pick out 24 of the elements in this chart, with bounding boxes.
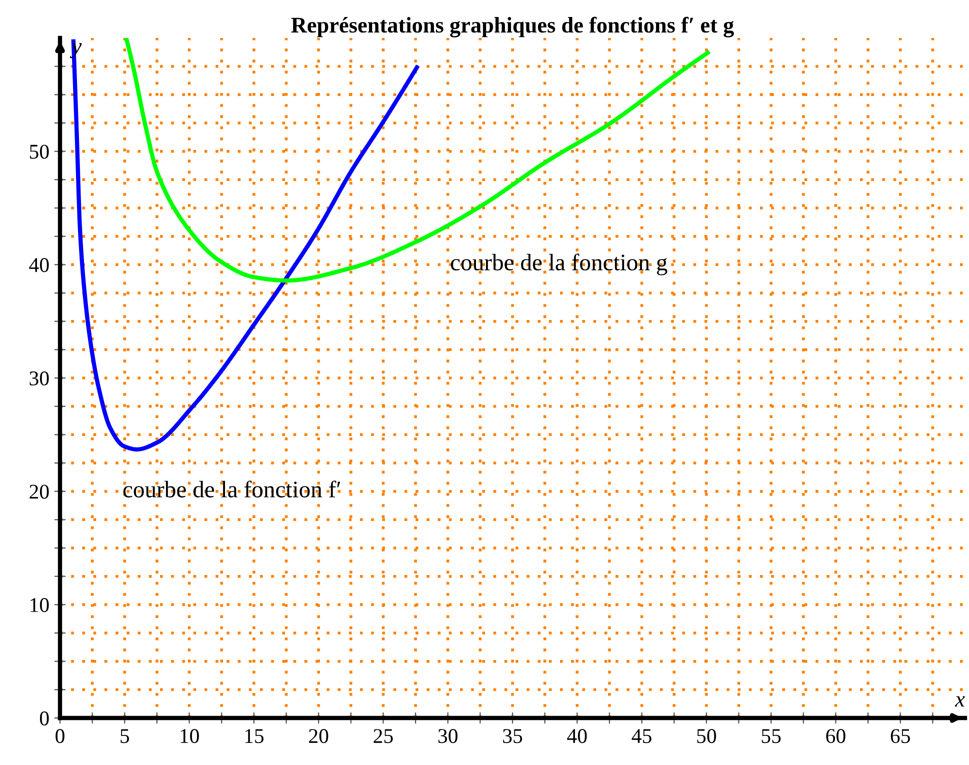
- x-tick-label: 65: [890, 729, 910, 744]
- annotation: courbe de la fonction f′: [123, 480, 340, 498]
- x-tick-label: 25: [374, 729, 393, 744]
- x-tick-label: 10: [180, 729, 199, 744]
- x-tick-label: 55: [762, 729, 781, 744]
- x-tick-label: 20: [309, 729, 328, 744]
- chart-title: Représentations graphiques de fonctions f′ et g: [291, 16, 734, 38]
- x-tick-label: 50: [697, 729, 716, 744]
- y-tick-label: 0: [40, 711, 49, 726]
- x-tick-label: 0: [56, 729, 64, 744]
- x-tick-label: 45: [632, 729, 652, 744]
- x-tick-label: 40: [567, 729, 587, 744]
- x-tick-label: 35: [503, 729, 522, 744]
- x-axis-title: x: [954, 696, 965, 706]
- annotation: courbe de la fonction g: [450, 254, 668, 276]
- x-tick-label: 5: [120, 729, 130, 744]
- x-tick-label: 30: [438, 729, 458, 744]
- y-tick-label: 40: [29, 258, 49, 272]
- y-tick-label: 10: [30, 598, 49, 612]
- y-tick-label: 20: [30, 484, 49, 499]
- x-tick-label: 15: [245, 729, 264, 744]
- y-tick-label: 30: [30, 371, 49, 386]
- x-tick-label: 60: [826, 729, 846, 744]
- y-tick-label: 50: [30, 144, 49, 159]
